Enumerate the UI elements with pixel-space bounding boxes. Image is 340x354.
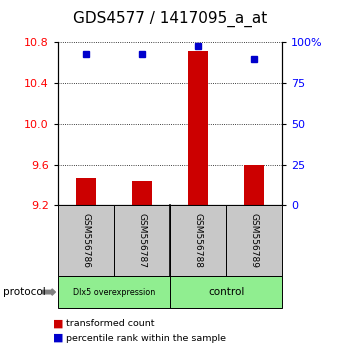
Text: percentile rank within the sample: percentile rank within the sample	[66, 333, 226, 343]
Text: transformed count: transformed count	[66, 319, 155, 329]
Text: GSM556788: GSM556788	[193, 213, 203, 268]
Bar	[188, 51, 208, 205]
Text: protocol: protocol	[3, 287, 46, 297]
Bar	[132, 181, 152, 205]
Bar	[244, 165, 264, 205]
Text: control: control	[208, 287, 244, 297]
Text: GSM556787: GSM556787	[137, 213, 147, 268]
Text: GSM556786: GSM556786	[81, 213, 90, 268]
Bar	[76, 178, 96, 205]
Text: GSM556789: GSM556789	[250, 213, 259, 268]
Text: ■: ■	[53, 333, 63, 343]
Text: GDS4577 / 1417095_a_at: GDS4577 / 1417095_a_at	[73, 11, 267, 27]
Text: Dlx5 overexpression: Dlx5 overexpression	[73, 287, 155, 297]
Text: ■: ■	[53, 319, 63, 329]
